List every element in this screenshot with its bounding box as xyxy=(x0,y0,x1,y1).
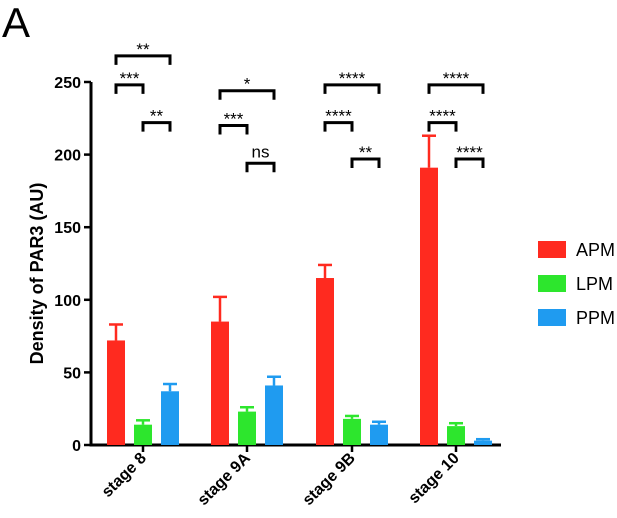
bar-lpm-1 xyxy=(238,411,256,445)
significance-label: **** xyxy=(429,107,456,126)
y-tick-label: 100 xyxy=(54,293,81,310)
significance-bracket xyxy=(350,157,381,168)
bar-apm-2 xyxy=(316,278,334,445)
y-tick-label: 150 xyxy=(54,220,81,237)
plot-area: 0 50 100 150 200 250 Density of PAR3 (AU) stage… xyxy=(27,40,501,509)
significance-label: **** xyxy=(456,143,483,162)
x-tick-label: stage 9A xyxy=(195,449,254,508)
y-tick-label: 200 xyxy=(54,148,81,165)
panel-letter: A xyxy=(2,0,30,46)
significance-bracket xyxy=(454,157,485,168)
significance-bracket xyxy=(323,121,354,132)
y-tick-label: 250 xyxy=(54,75,81,92)
x-tick-label: stage 8 xyxy=(99,450,150,501)
significance-label: ** xyxy=(150,107,164,126)
legend-swatch-lpm xyxy=(538,275,566,292)
significance-bracket xyxy=(427,121,458,132)
bar-lpm-2 xyxy=(343,418,361,445)
bar-lpm-3 xyxy=(447,426,465,445)
significance-bracket xyxy=(218,124,249,135)
significance-bracket xyxy=(141,121,172,132)
bar-lpm-0 xyxy=(134,424,152,445)
significance-label: ** xyxy=(359,143,373,162)
bar-ppm-1 xyxy=(265,385,283,445)
bar-ppm-3 xyxy=(474,440,492,445)
bar-apm-1 xyxy=(211,321,229,445)
y-axis-label: Density of PAR3 (AU) xyxy=(27,183,47,365)
bar-ppm-0 xyxy=(161,391,179,445)
significance-label: ns xyxy=(252,142,270,161)
significance-bracket xyxy=(114,54,172,65)
significance-label: *** xyxy=(120,69,140,88)
significance-label: *** xyxy=(224,110,244,129)
significance-bracket xyxy=(114,83,145,94)
x-tick-label: stage 10 xyxy=(406,450,463,507)
significance-bracket xyxy=(323,83,381,94)
bar-apm-0 xyxy=(107,340,125,445)
legend-swatch-ppm xyxy=(538,309,566,326)
significance-bracket xyxy=(245,161,276,173)
bar-apm-3 xyxy=(420,167,438,445)
significance-label: **** xyxy=(443,69,470,88)
y-tick-label: 0 xyxy=(72,438,81,455)
significance-label: **** xyxy=(325,107,352,126)
bar-ppm-2 xyxy=(370,424,388,445)
significance-label: **** xyxy=(339,69,366,88)
legend-label-ppm: PPM xyxy=(576,308,615,328)
legend: APM LPM PPM xyxy=(538,240,615,328)
significance-label: ** xyxy=(136,40,150,59)
significance-label: * xyxy=(244,75,251,94)
legend-label-apm: APM xyxy=(576,240,615,260)
legend-swatch-apm xyxy=(538,241,566,258)
significance-bracket xyxy=(427,83,485,94)
y-tick-label: 50 xyxy=(63,365,81,382)
significance-bracket xyxy=(218,89,276,100)
legend-label-lpm: LPM xyxy=(576,274,613,294)
x-tick-label: stage 9B xyxy=(300,450,359,509)
